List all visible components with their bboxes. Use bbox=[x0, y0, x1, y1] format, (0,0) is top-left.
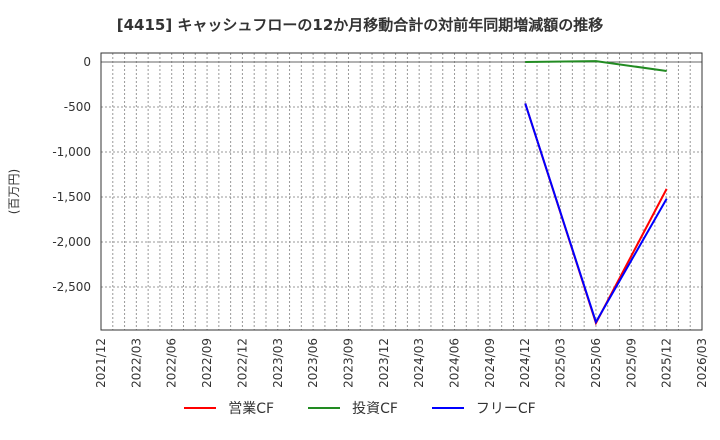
legend: 営業CF 投資CF フリーCF bbox=[0, 398, 720, 418]
chart-title: [4415] キャッシュフローの12か月移動合計の対前年同期増減額の推移 bbox=[116, 16, 604, 34]
y-tick-label: -1,500 bbox=[52, 190, 91, 204]
x-tick-label: 2025/12 bbox=[660, 338, 674, 388]
x-tick-label: 2025/06 bbox=[589, 338, 603, 388]
legend-swatch bbox=[308, 407, 341, 409]
y-tick-label: -500 bbox=[64, 100, 91, 114]
y-tick-label: -2,500 bbox=[52, 280, 91, 294]
legend-item: 営業CF bbox=[184, 398, 274, 418]
legend-label: 投資CF bbox=[352, 401, 398, 417]
plot-frame bbox=[100, 52, 703, 331]
legend-item: 投資CF bbox=[308, 398, 398, 418]
x-tick-label: 2021/12 bbox=[94, 338, 108, 388]
x-tick-label: 2024/06 bbox=[448, 338, 462, 388]
series-line bbox=[525, 60, 667, 72]
x-tick-label: 2025/09 bbox=[624, 338, 638, 388]
y-tick-label: -2,000 bbox=[52, 235, 91, 249]
y-tick-label: 0 bbox=[83, 55, 91, 69]
y-axis-label: (百万円) bbox=[7, 169, 21, 214]
x-tick-label: 2025/03 bbox=[554, 338, 568, 388]
x-tick-label: 2022/03 bbox=[129, 338, 143, 388]
x-tick-label: 2023/12 bbox=[377, 338, 391, 388]
x-tick-label: 2024/12 bbox=[518, 338, 532, 388]
x-tick-label: 2022/12 bbox=[235, 338, 249, 388]
legend-swatch bbox=[184, 407, 217, 409]
x-tick-label: 2026/03 bbox=[695, 338, 709, 388]
x-tick-label: 2022/06 bbox=[165, 338, 179, 388]
x-tick-label: 2023/06 bbox=[306, 338, 320, 388]
legend-label: フリーCF bbox=[475, 401, 536, 417]
x-tick-label: 2024/03 bbox=[412, 338, 426, 388]
series-line bbox=[524, 103, 668, 325]
x-tick-label: 2022/09 bbox=[200, 338, 214, 388]
legend-swatch bbox=[431, 407, 464, 409]
y-tick-label: -1,000 bbox=[52, 145, 91, 159]
x-tick-label: 2024/09 bbox=[483, 338, 497, 388]
legend-label: 営業CF bbox=[228, 401, 275, 417]
x-tick-label: 2023/03 bbox=[271, 338, 285, 388]
x-tick-label: 2023/09 bbox=[341, 338, 355, 388]
legend-item: フリーCF bbox=[431, 398, 536, 418]
